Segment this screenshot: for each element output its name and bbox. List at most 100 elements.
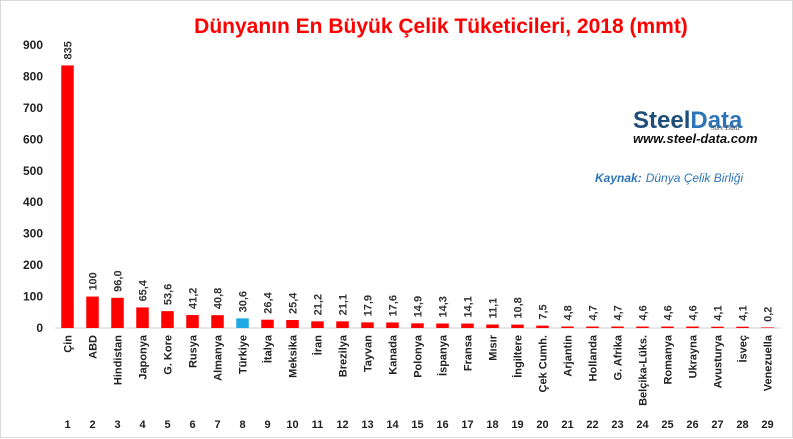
- rank-label: 4: [139, 419, 146, 431]
- data-label: 7,5: [538, 304, 550, 319]
- source-label: Kaynak:: [595, 171, 642, 185]
- bar: [411, 323, 424, 328]
- rank-label: 22: [586, 419, 598, 431]
- bar: [711, 326, 724, 328]
- rank-label: 16: [436, 419, 448, 431]
- data-label: 25,4: [288, 292, 300, 314]
- data-label: 10,8: [513, 297, 525, 318]
- category-label: İran: [312, 335, 325, 355]
- category-label: Türkiye: [238, 335, 250, 374]
- bar: [211, 315, 224, 328]
- y-axis: 0 100 200 300 400 500 600 700 800 900: [23, 38, 780, 335]
- category-label: Romanya: [663, 334, 675, 384]
- rank-label: 21: [561, 419, 573, 431]
- y-tick-label: 500: [23, 164, 43, 178]
- category-label: Ukrayna: [688, 334, 700, 378]
- data-label: 14,1: [463, 296, 475, 317]
- bar: [561, 326, 574, 328]
- data-label: 4,6: [688, 305, 700, 320]
- bar: [686, 326, 699, 328]
- category-label: Arjantin: [563, 335, 575, 377]
- y-tick-label: 400: [23, 195, 43, 209]
- category-label: İsveç: [737, 335, 750, 363]
- source-note: Kaynak: Dünya Çelik Birliği: [595, 171, 743, 185]
- rank-label: 6: [189, 419, 195, 431]
- category-label: Belçika-Lüks.: [638, 335, 650, 406]
- rank-label: 3: [114, 419, 120, 431]
- category-label: Mısır: [488, 334, 500, 360]
- bar: [311, 321, 324, 328]
- category-label: Hollanda: [588, 334, 600, 381]
- data-label: 17,6: [388, 295, 400, 316]
- bar: [161, 311, 174, 328]
- bar: [586, 326, 599, 328]
- category-label: İtalya: [262, 334, 275, 363]
- bar: [111, 297, 124, 328]
- rank-label: 17: [461, 419, 473, 431]
- rank-label: 23: [611, 419, 623, 431]
- category-label: Tayvan: [363, 335, 375, 372]
- category-label: ABD: [88, 335, 100, 359]
- rank-label: 10: [286, 419, 298, 431]
- bar: [536, 325, 549, 328]
- data-label: 4,7: [588, 305, 600, 320]
- category-label: G. Kore: [163, 335, 175, 375]
- logo-wordmark: SteelData: [633, 107, 743, 134]
- steeldata-logo: SteelData Sure Data www.steel-data.com: [633, 107, 758, 146]
- category-label: İngiltere: [512, 335, 525, 378]
- source-value: Dünya Çelik Birliği: [646, 171, 744, 185]
- rank-label: 9: [264, 419, 270, 431]
- data-label: 53,6: [163, 284, 175, 305]
- bar: [361, 322, 374, 328]
- bar: [511, 324, 524, 328]
- y-tick-label: 300: [23, 227, 43, 241]
- category-label: Almanya: [213, 334, 225, 381]
- chart-title: Dünyanın En Büyük Çelik Tüketicileri, 20…: [194, 15, 688, 38]
- bar: [86, 296, 99, 328]
- data-label: 0,2: [763, 307, 775, 322]
- bar: [486, 324, 499, 328]
- rank-label: 8: [239, 419, 245, 431]
- data-label: 30,6: [238, 291, 250, 312]
- logo-data-text: Data: [690, 107, 743, 134]
- logo-steel-text: Steel: [633, 107, 690, 134]
- y-tick-label: 100: [23, 290, 43, 304]
- bar: [736, 326, 749, 328]
- category-label: Çek Cumh.: [538, 335, 550, 392]
- bar: [286, 320, 299, 328]
- bars-group: [61, 65, 774, 328]
- bar: [761, 327, 774, 328]
- rank-label: 29: [761, 419, 773, 431]
- bar: [261, 319, 274, 328]
- bar: [61, 65, 74, 328]
- category-label: Rusya: [188, 334, 200, 368]
- data-label: 4,6: [663, 305, 675, 320]
- y-tick-label: 800: [23, 69, 43, 83]
- data-label: 835: [63, 41, 75, 59]
- rank-label: 19: [511, 419, 523, 431]
- bar: [436, 323, 449, 328]
- data-label: 4,7: [613, 305, 625, 320]
- value-labels-group: 835 100 96,0 65,4 53,6 41,2 40,8 30,6 26,4 25,4 21…: [63, 41, 775, 322]
- y-tick-label: 900: [23, 38, 43, 52]
- rank-label: 1: [64, 419, 70, 431]
- bar: [611, 326, 624, 328]
- category-label: Avusturya: [713, 334, 725, 388]
- rank-label: 14: [386, 419, 399, 431]
- rank-label: 25: [661, 419, 673, 431]
- rank-label: 18: [486, 419, 498, 431]
- bar: [336, 321, 349, 328]
- bar: [136, 307, 149, 328]
- data-label: 11,1: [488, 298, 500, 319]
- y-tick-label: 0: [36, 321, 43, 335]
- y-tick-label: 600: [23, 132, 43, 146]
- logo-tagline: Sure Data: [711, 124, 740, 132]
- data-label: 4,1: [738, 305, 750, 320]
- data-label: 14,9: [413, 296, 425, 317]
- rank-label: 27: [711, 419, 723, 431]
- data-label: 14,3: [438, 296, 450, 317]
- category-label: Japonya: [138, 334, 150, 380]
- data-label: 17,9: [363, 295, 375, 316]
